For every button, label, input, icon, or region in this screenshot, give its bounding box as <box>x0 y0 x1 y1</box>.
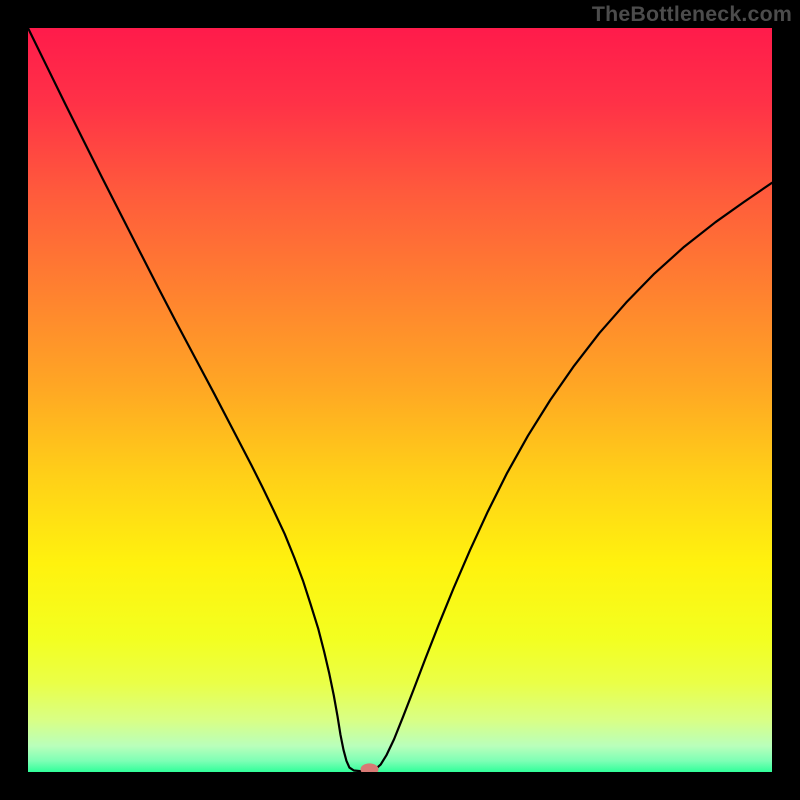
gradient-background <box>28 28 772 772</box>
figure-frame: TheBottleneck.com <box>0 0 800 800</box>
bottleneck-chart <box>28 28 772 772</box>
watermark-text: TheBottleneck.com <box>592 2 792 27</box>
plot-area <box>28 28 772 772</box>
